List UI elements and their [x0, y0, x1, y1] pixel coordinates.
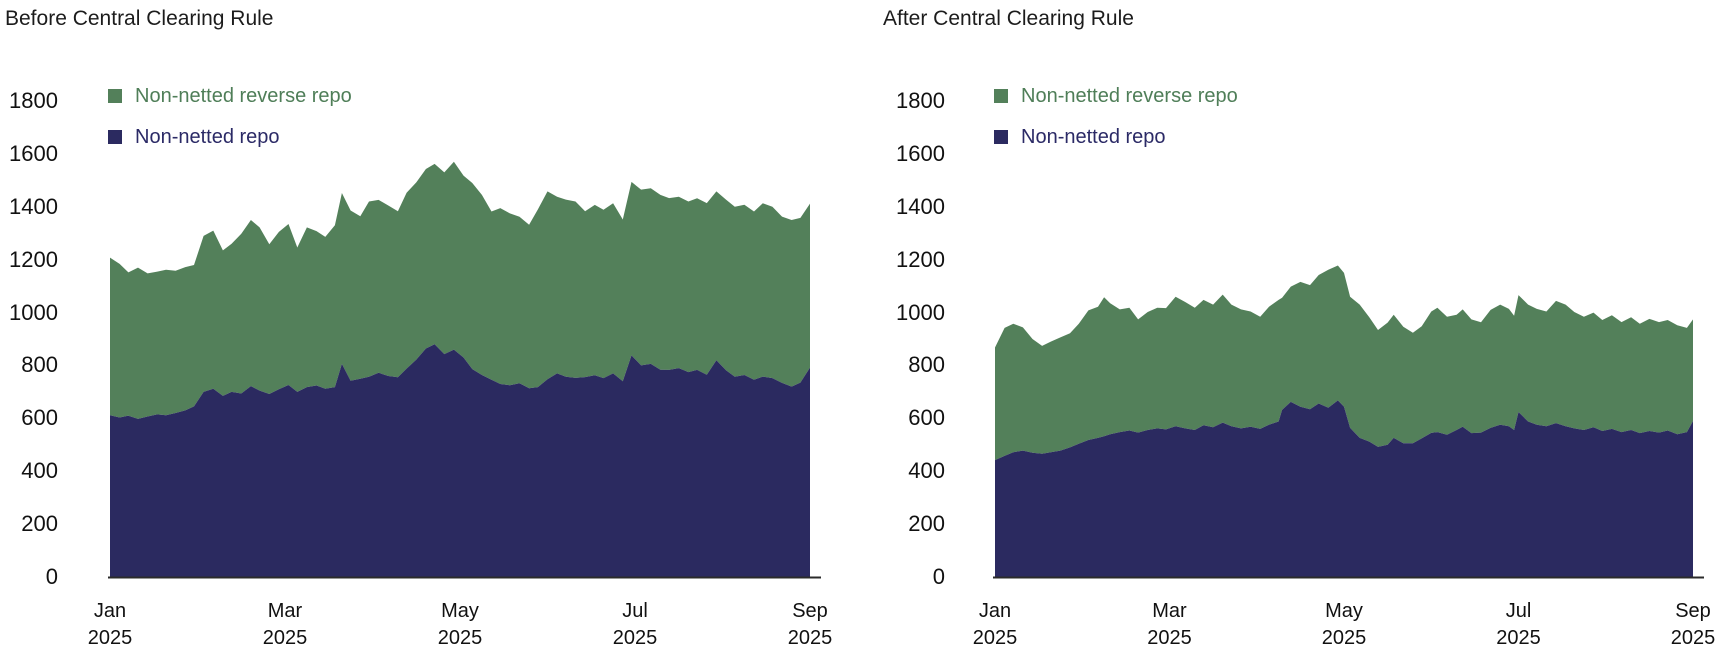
x-tick-label: Sep 2025	[787, 600, 833, 649]
y-tick-label: 1600	[896, 140, 945, 166]
y-tick-label: 400	[21, 458, 58, 484]
reverse-repo-legend-label: Non-netted reverse repo	[135, 85, 352, 107]
reverse-repo-swatch-icon	[994, 89, 1008, 103]
x-tick-label: Jan 2025	[87, 600, 133, 649]
x-tick-label: Sep 2025	[1670, 600, 1716, 649]
repo-swatch-icon	[108, 130, 122, 144]
y-tick-label: 200	[908, 511, 945, 537]
after-chart-legend: Non-netted reverse repo Non-netted repo	[994, 84, 1238, 149]
reverse-repo-area	[110, 161, 810, 419]
y-tick-label: 1800	[896, 88, 945, 113]
x-tick-label: May 2025	[437, 600, 483, 649]
x-tick-label: Jan 2025	[972, 600, 1018, 649]
after-chart-areas	[993, 265, 1704, 579]
before-chart-title: Before Central Clearing Rule	[5, 7, 274, 30]
y-tick-label: 1600	[9, 140, 58, 166]
y-tick-label: 600	[21, 405, 58, 431]
repo-area	[995, 400, 1693, 577]
legend-row-reverse-repo: Non-netted reverse repo	[994, 84, 1238, 108]
x-tick-label: Jul 2025	[612, 600, 658, 649]
y-tick-label: 1000	[9, 299, 58, 325]
y-tick-label: 200	[21, 511, 58, 537]
x-tick-label: May 2025	[1321, 600, 1367, 649]
reverse-repo-area	[995, 265, 1693, 461]
y-tick-label: 1400	[9, 193, 58, 219]
y-tick-label: 1000	[896, 299, 945, 325]
y-tick-label: 800	[908, 352, 945, 378]
y-tick-label: 1400	[896, 193, 945, 219]
reverse-repo-swatch-icon	[108, 89, 122, 103]
y-tick-label: 1800	[9, 88, 58, 113]
y-tick-label: 400	[908, 458, 945, 484]
repo-area	[110, 344, 810, 577]
repo-legend-label: Non-netted repo	[135, 126, 280, 148]
x-tick-label: Jul 2025	[1496, 600, 1541, 649]
repo-legend-label: Non-netted repo	[1021, 126, 1166, 148]
y-tick-label: 1200	[9, 246, 58, 272]
before-chart-legend: Non-netted reverse repo Non-netted repo	[108, 84, 352, 149]
y-tick-label: 800	[21, 352, 58, 378]
x-tick-label: Mar 2025	[262, 600, 308, 649]
y-tick-label: 0	[932, 564, 945, 589]
after-chart-title: After Central Clearing Rule	[883, 7, 1134, 30]
y-tick-label: 0	[45, 564, 58, 589]
y-tick-label: 600	[908, 405, 945, 431]
legend-row-repo: Non-netted repo	[994, 125, 1238, 149]
reverse-repo-legend-label: Non-netted reverse repo	[1021, 85, 1238, 107]
y-tick-label: 1200	[896, 246, 945, 272]
legend-row-repo: Non-netted repo	[108, 125, 352, 149]
before-chart-areas	[108, 161, 821, 579]
repo-swatch-icon	[994, 130, 1008, 144]
x-tick-label: Mar 2025	[1147, 600, 1192, 649]
legend-row-reverse-repo: Non-netted reverse repo	[108, 84, 352, 108]
